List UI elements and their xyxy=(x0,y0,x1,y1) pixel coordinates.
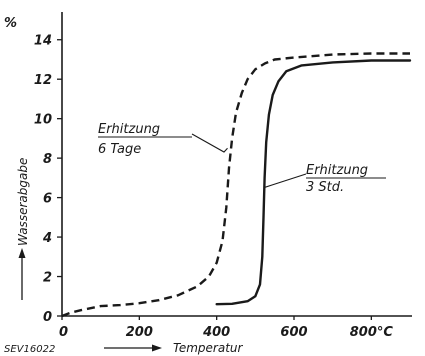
x-tick-label: 800°C xyxy=(350,325,394,340)
y-tick-label: 8 xyxy=(43,152,52,167)
annotation-label-solid-line2: 3 Std. xyxy=(306,180,344,195)
annotation-label-dashed-line2: 6 Tage xyxy=(98,142,141,157)
annotations: Erhitzung 6 Tage Erhitzung 3 Std. xyxy=(98,122,386,195)
y-unit-label: % xyxy=(4,16,17,31)
y-tick-label: 14 xyxy=(34,34,52,49)
series-line-dashed xyxy=(61,52,410,318)
figure-id: SEV16022 xyxy=(4,344,55,355)
annotation-label-solid-line1: Erhitzung xyxy=(306,163,368,178)
ticks: 0 2 4 6 8 10 12 14 0 200 400 600 800°C xyxy=(34,34,393,340)
y-tick-label: 0 xyxy=(43,310,52,325)
y-label-arrow-head xyxy=(18,248,26,258)
annotation-label-dashed-line1: Erhitzung xyxy=(98,122,160,137)
x-label-arrow-head xyxy=(152,344,162,352)
x-tick-label: 600 xyxy=(280,325,307,340)
x-tick-label: 200 xyxy=(126,325,153,340)
x-tick-label: 0 xyxy=(59,325,68,340)
y-tick-label: 10 xyxy=(34,113,52,128)
annotation-leader-dashed xyxy=(191,133,228,153)
series-line-solid xyxy=(215,59,412,306)
y-tick-label: 4 xyxy=(42,231,52,246)
x-tick-label: 400 xyxy=(202,325,230,340)
y-tick-label: 12 xyxy=(34,73,52,88)
y-axis-label: Wasserabgabe xyxy=(16,158,30,246)
y-tick-label: 6 xyxy=(43,192,52,207)
axes xyxy=(18,12,412,352)
x-axis-label: Temperatur xyxy=(173,341,244,355)
annotation-leader-solid xyxy=(263,173,307,189)
y-tick-label: 2 xyxy=(43,271,52,286)
series xyxy=(61,52,412,318)
